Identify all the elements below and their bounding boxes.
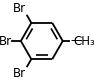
Text: CH₃: CH₃ <box>74 35 94 47</box>
Text: Br: Br <box>13 2 26 15</box>
Text: Br: Br <box>0 35 12 47</box>
Text: —: — <box>70 35 82 47</box>
Text: Br: Br <box>13 67 26 80</box>
